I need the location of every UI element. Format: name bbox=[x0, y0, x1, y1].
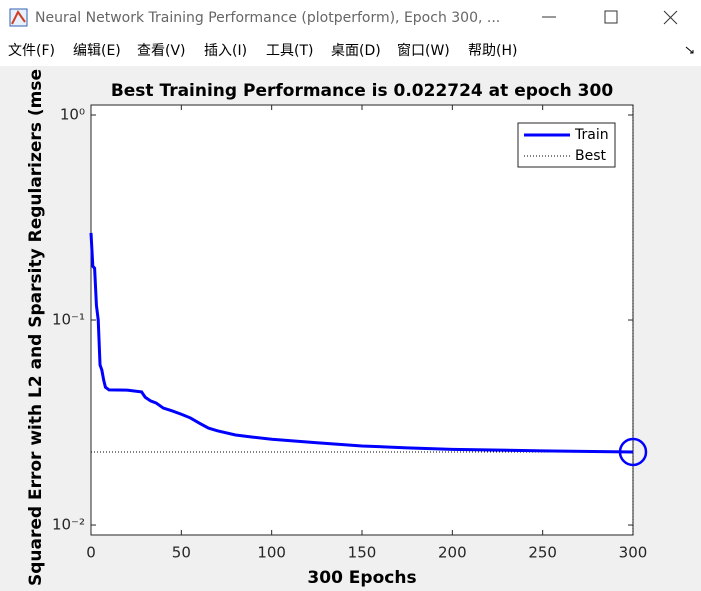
menu-arrow[interactable] bbox=[685, 46, 694, 54]
menu-item[interactable]: 查看(V) bbox=[137, 43, 186, 59]
y-tick-label: 10⁰ bbox=[60, 106, 85, 124]
axes-background bbox=[91, 105, 633, 535]
x-axis-label: 300 Epochs bbox=[307, 568, 416, 588]
x-tick-label: 300 bbox=[619, 544, 648, 562]
menu-item[interactable]: 插入(I) bbox=[204, 43, 247, 59]
maximize-button[interactable] bbox=[604, 10, 618, 24]
menu-item[interactable]: 帮助(H) bbox=[468, 43, 517, 59]
window-title: Neural Network Training Performance (plo… bbox=[35, 10, 500, 26]
menu-item[interactable]: 编辑(E) bbox=[73, 43, 121, 59]
app-icon-glyph bbox=[11, 10, 26, 25]
y-axis-label: Squared Error with L2 and Sparsity Regul… bbox=[26, 69, 46, 586]
axes-box bbox=[90, 104, 634, 536]
x-tick-label: 150 bbox=[348, 544, 377, 562]
x-tick-label: 250 bbox=[528, 544, 557, 562]
x-tick-label: 100 bbox=[257, 544, 286, 562]
x-tick-label: 200 bbox=[438, 544, 467, 562]
menu-bar bbox=[0, 36, 701, 66]
y-tick-label: 10⁻² bbox=[52, 516, 85, 534]
legend-label: Train bbox=[574, 127, 609, 143]
best-marker bbox=[618, 437, 648, 467]
y-tick-label: 10⁻¹ bbox=[52, 311, 85, 329]
menu-item[interactable]: 窗口(W) bbox=[397, 42, 450, 59]
title-bar bbox=[0, 0, 701, 36]
x-tick-label: 0 bbox=[86, 544, 96, 562]
menu-item[interactable]: 桌面(D) bbox=[331, 43, 381, 59]
legend-label: Best bbox=[575, 148, 607, 164]
menu: 文件(F) 编辑(E) 查看(V) 插入(I) 工具(T) 桌面(D) 窗口(W) 帮助(H) bbox=[8, 42, 517, 59]
legend-box bbox=[517, 122, 616, 168]
train-line bbox=[89, 232, 634, 454]
menu-item[interactable]: 文件(F) bbox=[8, 43, 55, 59]
menu-item[interactable]: 工具(T) bbox=[266, 43, 313, 59]
x-tick-label: 50 bbox=[172, 544, 191, 562]
chart-title: Best Training Performance is 0.022724 at… bbox=[111, 81, 614, 101]
app-icon bbox=[9, 8, 28, 27]
close-button[interactable] bbox=[663, 10, 678, 25]
